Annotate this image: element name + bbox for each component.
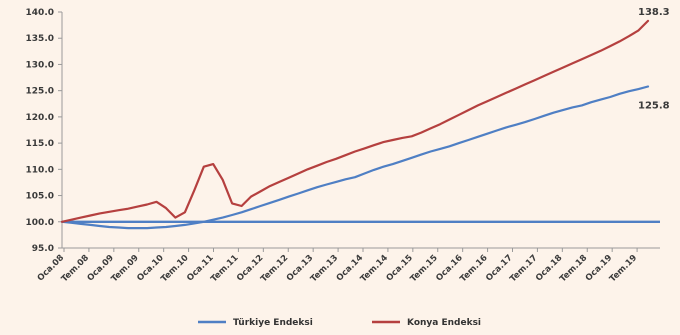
series-line-turkiye: [60, 85, 650, 230]
x-tick-label: Tem.08: [60, 253, 91, 284]
series-line-konya: [60, 19, 650, 223]
y-tick-label: 125.0: [26, 87, 54, 97]
x-tick-label: Tem.11: [209, 253, 240, 284]
x-tick-label: Tem.16: [458, 253, 489, 284]
x-tick-label: Tem.12: [259, 253, 290, 284]
y-tick-label: 95.0: [32, 244, 54, 254]
y-tick-label: 110.0: [26, 165, 54, 175]
y-tick-label: 130.0: [26, 60, 54, 70]
x-tick-label: Tem.13: [309, 253, 340, 284]
x-tick-label: Tem.15: [409, 253, 440, 284]
y-tick-label: 100.0: [26, 218, 54, 228]
y-tick-label: 120.0: [26, 113, 54, 123]
y-tick-label: 115.0: [26, 139, 54, 149]
y-tick-label: 135.0: [26, 34, 54, 44]
x-tick-label: Tem.09: [110, 253, 141, 284]
x-tick-label: Tem.19: [608, 253, 639, 284]
x-tick-label: Tem.10: [159, 253, 190, 284]
legend-item-konya-label: Konya Endeksi: [407, 318, 481, 328]
legend-item-turkiye-label: Türkiye Endeksi: [233, 318, 313, 328]
x-tick-label: Tem.17: [508, 253, 539, 284]
end-value-label-turkiye: 125.8: [638, 100, 670, 111]
y-tick-label: 105.0: [26, 192, 54, 202]
y-tick-label: 140.0: [26, 8, 54, 18]
end-value-label-konya: 138.3: [638, 7, 670, 18]
x-tick-label: Tem.18: [558, 253, 589, 284]
x-tick-label: Tem.14: [359, 253, 390, 284]
